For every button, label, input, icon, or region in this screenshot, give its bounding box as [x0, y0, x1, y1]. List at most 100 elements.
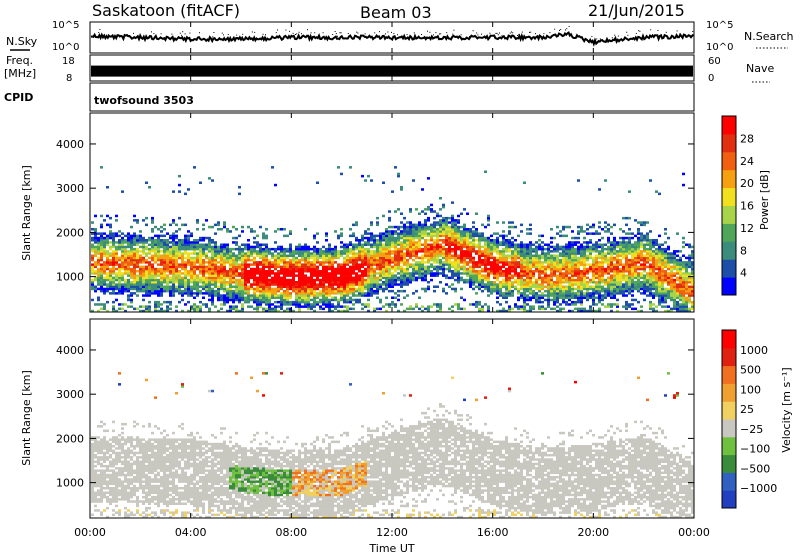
power-cell	[541, 270, 544, 273]
power-cell	[403, 223, 406, 227]
power-cell	[190, 281, 193, 284]
power-cell	[382, 243, 385, 246]
power-cell	[496, 247, 499, 251]
power-cell	[514, 245, 517, 249]
noise-search-point	[335, 33, 337, 35]
power-cell	[613, 245, 616, 249]
power-cell	[352, 285, 355, 288]
power-cell	[304, 228, 307, 231]
power-cell	[568, 287, 571, 291]
power-cell	[208, 267, 211, 271]
power-cell	[493, 267, 496, 271]
power-cell	[418, 263, 421, 266]
power-cell	[598, 307, 601, 311]
power-cell	[328, 274, 331, 277]
power-cell	[187, 230, 190, 233]
power-cell	[130, 245, 133, 249]
power-cell	[175, 256, 178, 260]
power-cell	[166, 252, 169, 255]
power-cell	[157, 247, 160, 251]
power-cell	[190, 294, 193, 297]
power-cell	[211, 252, 214, 255]
power-cell	[340, 283, 343, 286]
power-cell	[127, 239, 130, 242]
power-cell	[478, 232, 481, 235]
power-cell	[136, 254, 139, 257]
power-cell	[100, 287, 103, 291]
power-cell	[181, 258, 184, 262]
power-cell	[415, 261, 418, 264]
power-cell	[337, 265, 340, 269]
power-cell	[319, 307, 322, 311]
power-cell	[421, 210, 424, 213]
power-cell	[307, 265, 310, 269]
power-cell	[169, 254, 172, 257]
power-cell	[349, 250, 352, 253]
power-cell	[115, 263, 118, 266]
power-cell	[91, 245, 94, 249]
power-cell	[157, 289, 160, 293]
power-cell	[580, 278, 583, 282]
power-cell	[118, 278, 121, 282]
power-cell	[556, 243, 559, 246]
power-cell	[100, 289, 103, 293]
power-cell	[415, 254, 418, 257]
power-cell	[517, 287, 520, 291]
power-cell	[604, 247, 607, 251]
power-cell	[337, 278, 340, 282]
power-cell	[247, 278, 250, 282]
power-cell	[181, 263, 184, 266]
power-cell	[610, 258, 613, 262]
power-cell	[529, 256, 532, 260]
power-cell	[211, 281, 214, 284]
power-cell	[484, 225, 487, 229]
power-cell	[229, 298, 232, 302]
power-cell	[568, 263, 571, 266]
power-cell	[583, 267, 586, 271]
power-cell	[397, 236, 400, 240]
power-cell	[313, 258, 316, 262]
power-cell	[259, 276, 262, 280]
power-cell	[454, 289, 457, 293]
power-cell	[571, 261, 574, 264]
power-cell	[619, 276, 622, 280]
power-cell	[94, 265, 97, 269]
power-cell	[262, 287, 265, 291]
power-cell	[268, 305, 271, 308]
power-cell	[118, 285, 121, 288]
power-cell	[568, 278, 571, 282]
power-cell	[133, 267, 136, 271]
power-cell	[115, 267, 118, 271]
power-cell	[565, 261, 568, 264]
power-cell	[424, 228, 427, 231]
power-cell	[316, 258, 319, 262]
power-cell	[607, 305, 610, 308]
power-cell	[340, 287, 343, 291]
power-cell	[361, 265, 364, 269]
power-cell	[103, 287, 106, 291]
power-cell	[172, 287, 175, 291]
power-cell	[94, 250, 97, 253]
power-cell	[262, 270, 265, 273]
power-cell	[283, 278, 286, 282]
power-cell	[256, 270, 259, 273]
power-cell	[577, 298, 580, 302]
power-cell	[526, 294, 529, 297]
power-cell	[409, 305, 412, 308]
power-cell	[145, 261, 148, 264]
power-cell	[412, 225, 415, 229]
power-cell	[115, 234, 118, 238]
power-cell	[175, 281, 178, 284]
power-cell	[334, 230, 337, 233]
power-cell	[457, 225, 460, 229]
power-cell	[211, 298, 214, 302]
power-cell	[613, 241, 616, 244]
power-cell	[298, 307, 301, 311]
power-cell	[202, 272, 205, 275]
power-cell	[436, 223, 439, 227]
power-cell	[286, 281, 289, 284]
power-cell	[121, 254, 124, 257]
power-cell	[448, 267, 451, 271]
power-cell	[322, 254, 325, 257]
power-cell	[331, 270, 334, 273]
